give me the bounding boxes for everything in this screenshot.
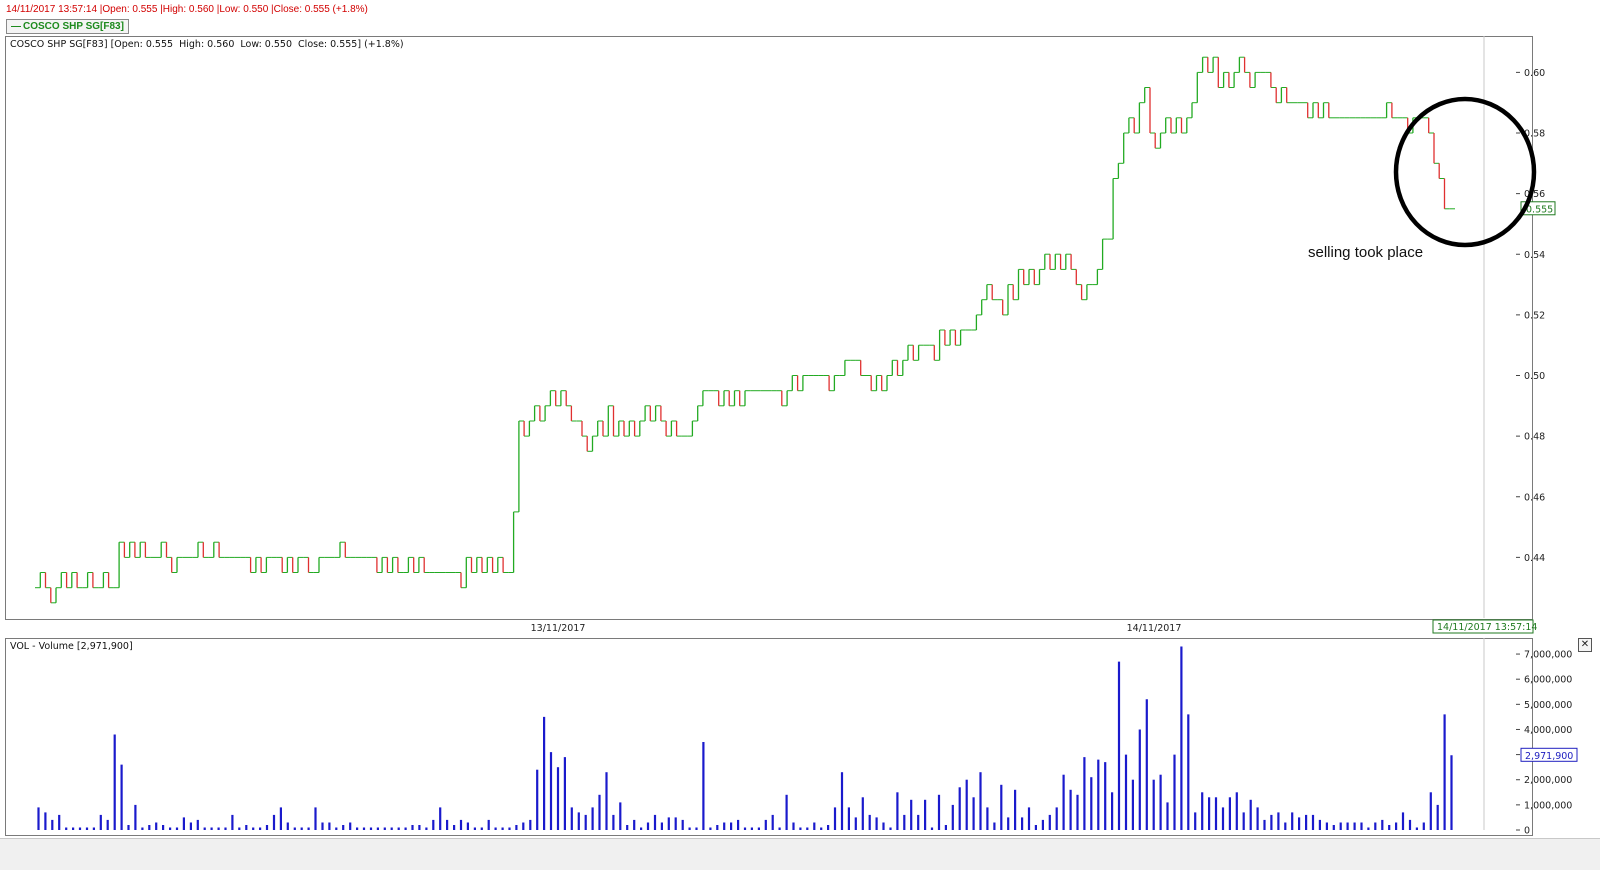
price-tick-label: 0.60 bbox=[1524, 68, 1545, 79]
price-panel[interactable]: COSCO SHP SG[F83] [Open: 0.555 High: 0.5… bbox=[5, 36, 1533, 620]
price-y-axis: 0.44 0.46 0.48 0.50 0.52 0.54 0.56 0.58 0.60 bbox=[1516, 68, 1545, 564]
close-icon[interactable]: ✕ bbox=[1578, 638, 1592, 652]
price-tick-label: 0.56 bbox=[1524, 189, 1545, 200]
date-label: 14/11/2017 bbox=[1127, 623, 1182, 634]
price-plot bbox=[35, 56, 1455, 604]
last-price-text: 0.555 bbox=[1526, 204, 1553, 215]
volume-tick-label: 7,000,000 bbox=[1524, 650, 1572, 661]
legend-label: COSCO SHP SG[F83] bbox=[23, 21, 124, 32]
volume-panel[interactable]: VOL - Volume [2,971,900] bbox=[5, 638, 1533, 836]
annotation-circle bbox=[1393, 96, 1537, 248]
date-label: 13/11/2017 bbox=[531, 623, 586, 634]
volume-plot bbox=[37, 646, 1453, 830]
last-volume-tag: 2,971,900 bbox=[1520, 747, 1578, 762]
price-tick-label: 0.44 bbox=[1524, 553, 1545, 564]
price-panel-title: COSCO SHP SG[F83] [Open: 0.555 High: 0.5… bbox=[10, 39, 404, 50]
price-tick-label: 0.50 bbox=[1524, 371, 1545, 382]
annotation-text: selling took place bbox=[1308, 244, 1423, 261]
price-tick-label: 0.58 bbox=[1524, 129, 1545, 140]
date-axis: 13/11/2017 14/11/2017 bbox=[531, 623, 1182, 634]
price-tick-label: 0.54 bbox=[1524, 250, 1545, 261]
volume-panel-title: VOL - Volume [2,971,900] bbox=[10, 641, 133, 652]
header-info-line: 14/11/2017 13:57:14 |Open: 0.555 |High: … bbox=[6, 4, 368, 15]
price-tick-label: 0.48 bbox=[1524, 432, 1545, 443]
last-volume-text: 2,971,900 bbox=[1525, 751, 1573, 762]
volume-tick-label: 1,000,000 bbox=[1524, 800, 1572, 811]
price-tick-label: 0.52 bbox=[1524, 310, 1545, 321]
volume-tick-label: 4,000,000 bbox=[1524, 725, 1572, 736]
volume-tick-label: 2,000,000 bbox=[1524, 775, 1572, 786]
volume-tick-label: 5,000,000 bbox=[1524, 700, 1572, 711]
last-price-tag: 0.555 bbox=[1520, 201, 1556, 216]
timestamp-tag: 14/11/2017 13:57:14 bbox=[1432, 619, 1537, 634]
timestamp-text: 14/11/2017 13:57:14 bbox=[1437, 622, 1537, 633]
volume-y-axis: 01,000,0002,000,0003,000,0004,000,0005,0… bbox=[1516, 650, 1572, 837]
price-tick-label: 0.46 bbox=[1524, 492, 1545, 503]
series-legend[interactable]: COSCO SHP SG[F83] bbox=[6, 19, 129, 34]
volume-tick-label: 0 bbox=[1524, 826, 1530, 837]
status-bar bbox=[0, 838, 1600, 870]
volume-tick-label: 6,000,000 bbox=[1524, 675, 1572, 686]
legend-swatch bbox=[11, 25, 21, 27]
